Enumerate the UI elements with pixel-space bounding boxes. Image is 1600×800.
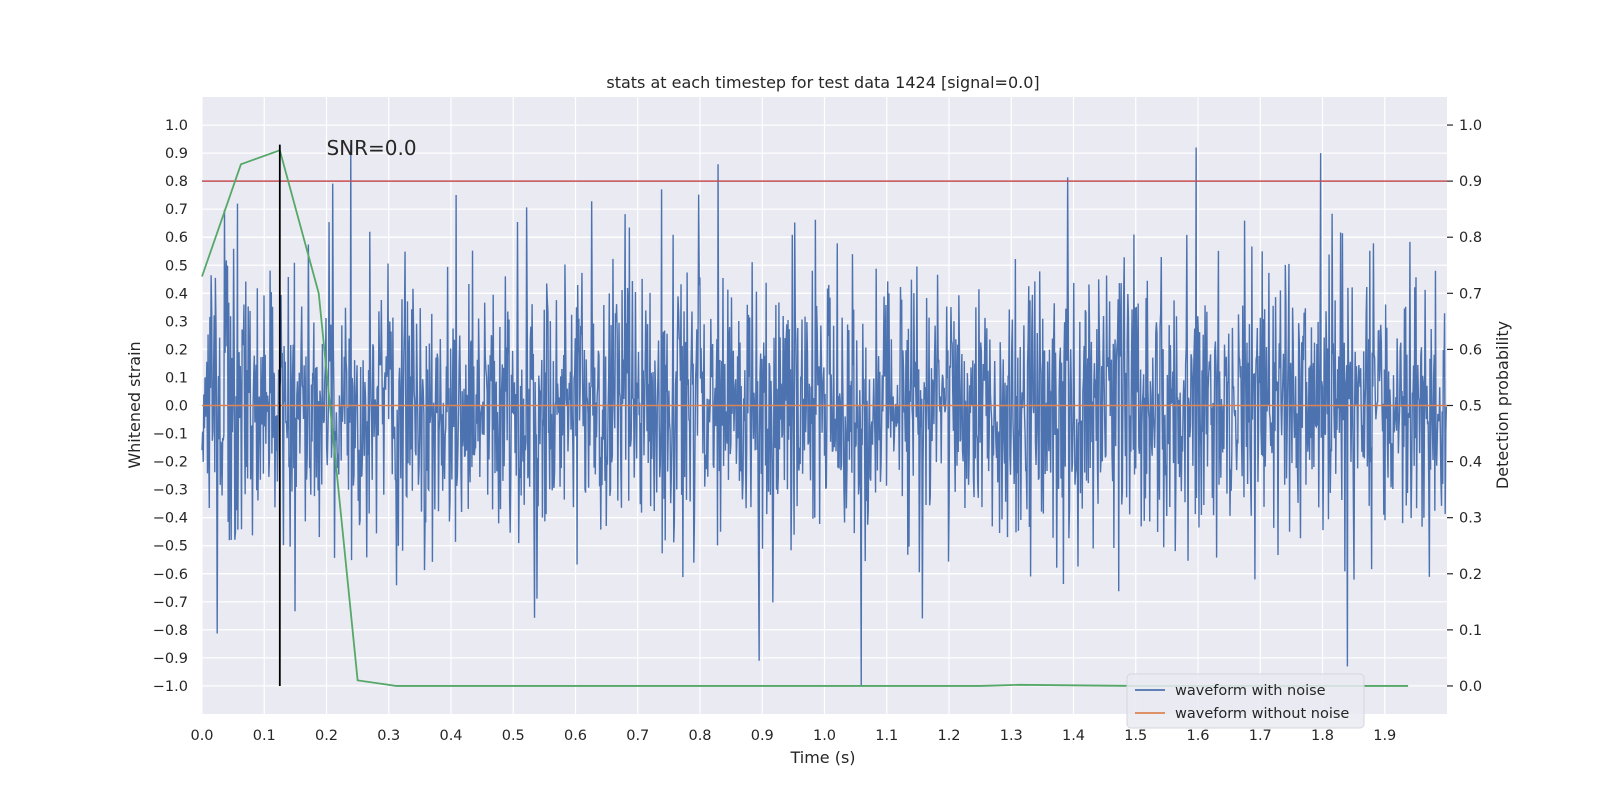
traces	[201, 144, 1448, 687]
y-tick-label: −0.2	[153, 455, 188, 471]
y-tick-label: 0.6	[165, 230, 188, 246]
y-tick-label: −0.3	[153, 483, 188, 499]
y2-tick-label: 0.5	[1459, 399, 1482, 415]
y2-tick-label: 0.8	[1459, 230, 1482, 246]
x-tick-label: 1.8	[1311, 728, 1334, 744]
y2-tick-label: 1.0	[1459, 118, 1482, 134]
y2-tick-label: 0.7	[1459, 286, 1482, 302]
chart-title: stats at each timestep for test data 142…	[606, 73, 1039, 92]
x-axis-label: Time (s)	[789, 748, 855, 767]
y2-tick-label: 0.4	[1459, 455, 1482, 471]
x-tick-label: 0.0	[190, 728, 213, 744]
y2-tick-label: 0.2	[1459, 567, 1482, 583]
y-tick-label: −0.5	[153, 539, 188, 555]
y-tick-label: 1.0	[165, 118, 188, 134]
y-tick-label: 0.9	[165, 146, 188, 162]
y-tick-label: 0.2	[165, 342, 188, 358]
y-axis-label: Whitened strain	[125, 341, 144, 468]
x-tick-label: 1.6	[1186, 728, 1209, 744]
y2-tick-label: 0.3	[1459, 511, 1482, 527]
y2-tick-label: 0.0	[1459, 679, 1482, 695]
x-tick-label: 0.1	[253, 728, 276, 744]
y-tick-labels: 1.0 0.9 0.8 0.7 0.6 0.5 0.4 0.3 0.2 0.1 0.0 −0.1 −0.…	[153, 118, 188, 695]
x-tick-label: 1.2	[937, 728, 960, 744]
y-tick-label: −1.0	[153, 679, 188, 695]
x-tick-label: 1.1	[875, 728, 898, 744]
series-detection-probability	[201, 149, 1409, 687]
x-tick-label: 0.8	[688, 728, 711, 744]
x-tick-label: 0.6	[564, 728, 587, 744]
y-tick-label: 0.1	[165, 370, 188, 386]
y2-axis-label: Detection probability	[1493, 321, 1512, 489]
y-tick-label: 0.5	[165, 258, 188, 274]
y2-tick-label: 0.9	[1459, 174, 1482, 190]
x-tick-label: 0.5	[502, 728, 525, 744]
legend-box	[1126, 673, 1365, 729]
y-tick-label: −0.6	[153, 567, 188, 583]
y-tick-label: −0.9	[153, 651, 188, 667]
y-tick-label: 0.3	[165, 314, 188, 330]
y-tick-label: 0.8	[165, 174, 188, 190]
x-tick-label: 1.3	[1000, 728, 1023, 744]
y-tick-label: −0.8	[153, 623, 188, 639]
x-tick-label: 1.9	[1373, 728, 1396, 744]
x-tick-label: 1.4	[1062, 728, 1085, 744]
legend-label: waveform without noise	[1175, 706, 1349, 722]
x-tick-label: 1.7	[1249, 728, 1272, 744]
y-tick-label: −0.1	[153, 427, 188, 443]
y-tick-label: 0.7	[165, 202, 188, 218]
y2-tick-label: 0.6	[1459, 342, 1482, 358]
x-tick-label: 0.3	[377, 728, 400, 744]
y2-tick-label: 0.1	[1459, 623, 1482, 639]
y2-tick-labels: 1.0 0.9 0.8 0.7 0.6 0.5 0.4 0.3 0.2 0.1 0.0	[1447, 118, 1482, 695]
x-tick-label: 1.5	[1124, 728, 1147, 744]
y-tick-label: −0.7	[153, 595, 188, 611]
y-tick-label: −0.4	[153, 511, 188, 527]
x-tick-label: 0.9	[751, 728, 774, 744]
x-tick-label: 0.7	[626, 728, 649, 744]
x-tick-label: 0.4	[439, 728, 462, 744]
x-tick-label: 0.2	[315, 728, 338, 744]
x-tick-label: 1.0	[813, 728, 836, 744]
series-waveform-with-noise	[201, 144, 1448, 686]
y-tick-label: 0.0	[165, 399, 188, 415]
x-tick-labels: 0.0 0.1 0.2 0.3 0.4 0.5 0.6 0.7 0.8 0.9 1.0 1.1 1.2 1…	[190, 728, 1396, 744]
legend-label: waveform with noise	[1175, 683, 1326, 699]
legend: waveform with noise waveform without nois…	[1126, 673, 1365, 729]
snr-annotation: SNR=0.0	[327, 136, 417, 160]
y-tick-label: 0.4	[165, 286, 188, 302]
